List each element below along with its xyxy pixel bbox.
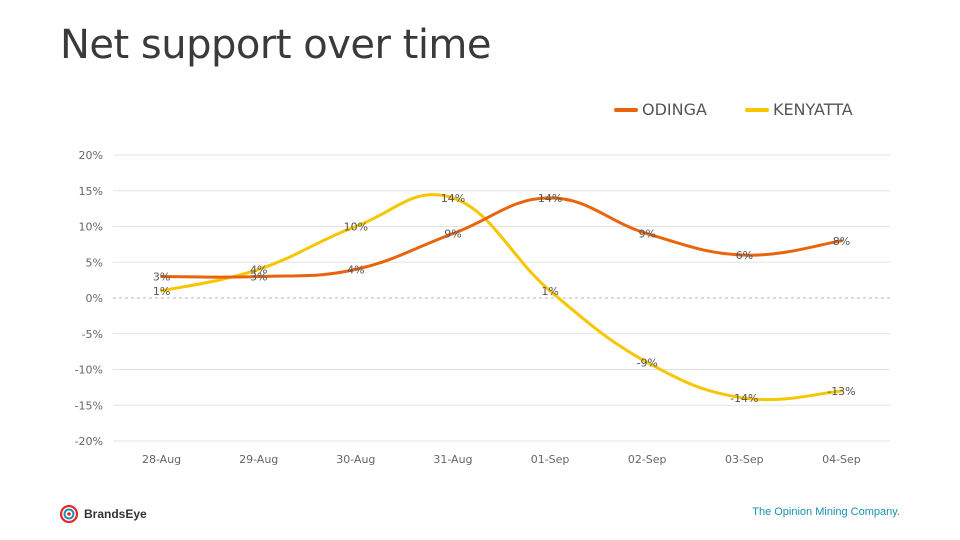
y-tick-label: 20% [79,149,103,162]
y-tick-label: 5% [86,256,103,269]
legend-item-kenyatta: KENYATTA [744,100,853,119]
y-tick-label: 0% [86,292,103,305]
data-label-kenyatta: 1% [541,285,558,298]
legend-label-odinga: ODINGA [642,100,707,119]
series-line-kenyatta [160,193,843,402]
brand-name: BrandsEye [84,507,147,521]
chart-legend: ODINGA KENYATTA [614,100,891,119]
data-label-kenyatta: 10% [344,221,368,234]
data-label-odinga: 9% [444,228,461,241]
x-tick-label: 02-Sep [628,453,667,466]
page-title: Net support over time [60,22,492,68]
data-label-kenyatta: 14% [441,192,465,205]
y-tick-label: -5% [82,328,103,341]
x-tick-label: 30-Aug [336,453,375,466]
data-label-odinga: 14% [538,192,562,205]
y-tick-label: -10% [75,364,103,377]
x-tick-label: 01-Sep [531,453,570,466]
data-label-kenyatta: 1% [153,285,170,298]
data-label-odinga: 8% [833,235,850,248]
x-tick-label: 31-Aug [433,453,472,466]
data-label-kenyatta: 4% [250,263,267,276]
legend-swatch-odinga [614,107,638,112]
y-tick-label: 15% [79,185,103,198]
brand-logo: BrandsEye [60,505,147,523]
data-label-odinga: 9% [638,228,655,241]
legend-item-odinga: ODINGA [614,100,707,119]
x-tick-label: 29-Aug [239,453,278,466]
series-line-odinga [160,196,843,279]
x-tick-label: 03-Sep [725,453,764,466]
legend-label-kenyatta: KENYATTA [772,100,853,119]
tagline: The Opinion Mining Company. [752,506,900,518]
data-label-kenyatta: -14% [730,392,758,405]
data-label-kenyatta: -13% [827,385,855,398]
data-label-odinga: 3% [250,271,267,284]
brandseye-logo-icon [60,505,78,523]
data-label-odinga: 6% [736,249,753,262]
data-label-kenyatta: -9% [636,356,657,369]
y-tick-label: -20% [75,435,103,448]
legend-swatch-kenyatta [744,107,769,112]
data-label-odinga: 4% [347,263,364,276]
x-tick-label: 04-Sep [822,453,861,466]
x-tick-label: 28-Aug [142,453,181,466]
y-tick-label: 10% [79,221,103,234]
data-label-odinga: 3% [153,271,170,284]
y-tick-label: -15% [75,399,103,412]
